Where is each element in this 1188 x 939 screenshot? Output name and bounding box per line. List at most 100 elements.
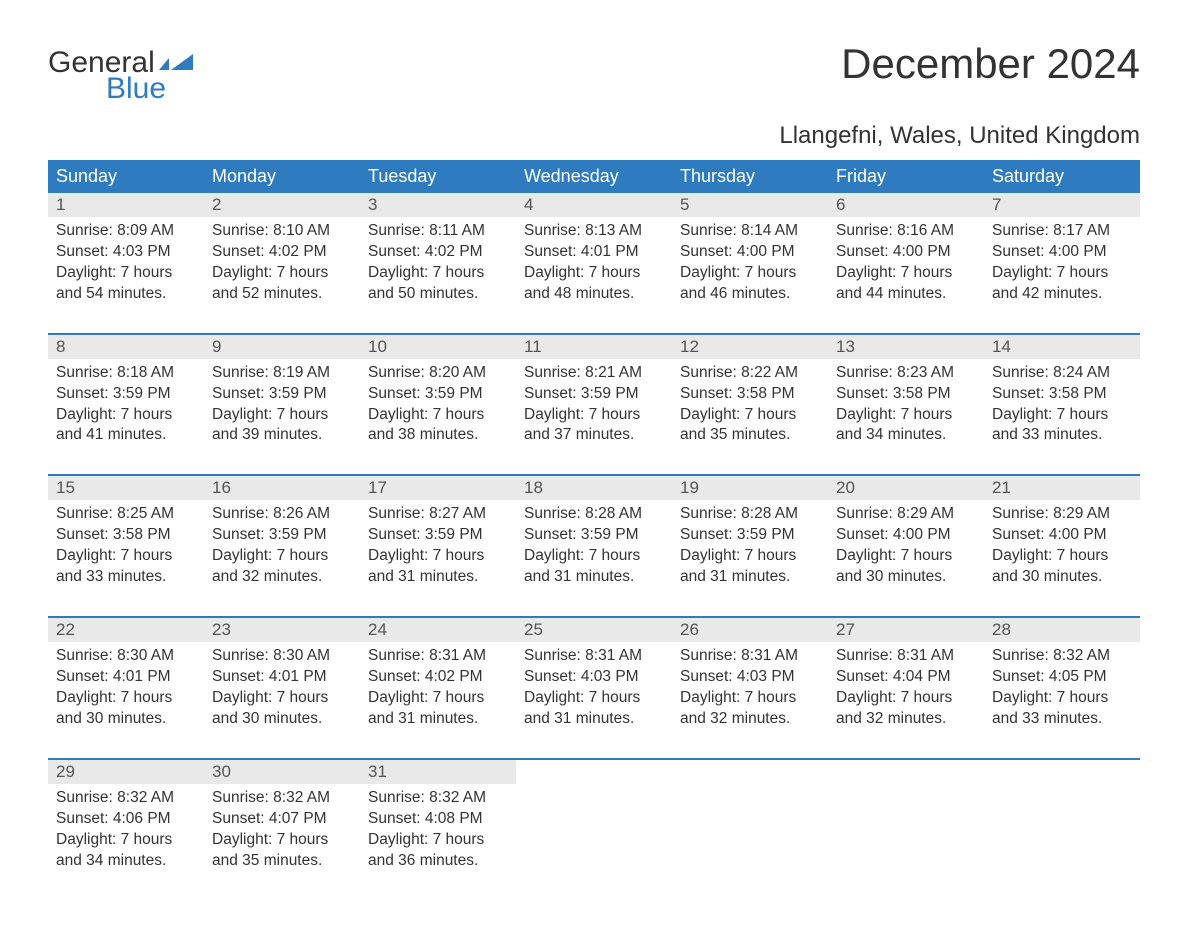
sunset-line: Sunset: 3:59 PM [368,384,508,405]
sunrise-line: Sunrise: 8:13 AM [524,221,664,242]
calendar-week-row: 29 Sunrise: 8:32 AMSunset: 4:06 PM Dayligh… [48,759,1140,900]
day-info: Sunrise: 8:18 AMSunset: 3:59 PMDaylight:… [48,359,204,447]
sunrise-line: Sunrise: 8:21 AM [524,363,664,384]
day-info: Sunrise: 8:27 AMSunset: 3:59 PMDaylight:… [360,500,516,588]
day-info: Sunrise: 8:31 AMSunset: 4:02 PMDaylight:… [360,642,516,730]
sunrise-line: Sunrise: 8:24 AM [992,363,1132,384]
day-info: Sunrise: 8:29 AMSunset: 4:00 PMDaylight:… [828,500,984,588]
daylight-line-2: and 30 minutes. [836,567,976,588]
sunrise-line: Sunrise: 8:19 AM [212,363,352,384]
daylight-line-2: and 34 minutes. [836,425,976,446]
calendar-day-cell [672,759,828,900]
sunrise-line: Sunrise: 8:17 AM [992,221,1132,242]
daylight-line-2: and 33 minutes. [992,425,1132,446]
day-info: Sunrise: 8:24 AMSunset: 3:58 PMDaylight:… [984,359,1140,447]
day-number: 5 [672,193,828,217]
day-info: Sunrise: 8:31 AMSunset: 4:03 PMDaylight:… [516,642,672,730]
day-number: 29 [48,760,204,784]
column-header: Thursday [672,160,828,193]
daylight-line-2: and 31 minutes. [368,709,508,730]
day-number: 28 [984,618,1140,642]
day-info: Sunrise: 8:16 AMSunset: 4:00 PMDaylight:… [828,217,984,305]
day-info: Sunrise: 8:21 AMSunset: 3:59 PMDaylight:… [516,359,672,447]
calendar-day-cell: 5Sunrise: 8:14 AMSunset: 4:00 PMDaylight… [672,193,828,334]
daylight-line-1: Daylight: 7 hours [56,263,196,284]
day-number: 11 [516,335,672,359]
daylight-line-1: Daylight: 7 hours [524,405,664,426]
sunset-line: Sunset: 3:59 PM [680,525,820,546]
sunset-line: Sunset: 4:01 PM [212,667,352,688]
day-number: 30 [204,760,360,784]
sunset-line: Sunset: 4:06 PM [56,809,196,830]
sunset-line: Sunset: 3:58 PM [680,384,820,405]
daylight-line-1: Daylight: 7 hours [212,688,352,709]
calendar-week-row: 15Sunrise: 8:25 AMSunset: 3:58 PMDayligh… [48,475,1140,617]
daylight-line-1: Daylight: 7 hours [836,546,976,567]
day-number: 12 [672,335,828,359]
daylight-line-1: Daylight: 7 hours [368,405,508,426]
sunrise-line: Sunrise: 8:09 AM [56,221,196,242]
day-number: 16 [204,476,360,500]
calendar-day-cell: 20Sunrise: 8:29 AMSunset: 4:00 PMDayligh… [828,475,984,617]
calendar-day-cell: 17Sunrise: 8:27 AMSunset: 3:59 PMDayligh… [360,475,516,617]
daylight-line-2: and 50 minutes. [368,284,508,305]
sunrise-line: Sunrise: 8:30 AM [212,646,352,667]
calendar-table: SundayMondayTuesdayWednesdayThursdayFrid… [48,160,1140,899]
daylight-line-1: Daylight: 7 hours [368,546,508,567]
day-number: 1 [48,193,204,217]
daylight-line-2: and 54 minutes. [56,284,196,305]
daylight-line-2: and 46 minutes. [680,284,820,305]
day-info: Sunrise: 8:31 AMSunset: 4:04 PMDaylight:… [828,642,984,730]
sunrise-line: Sunrise: 8:29 AM [992,504,1132,525]
daylight-line-2: and 31 minutes. [680,567,820,588]
day-number: 31 [360,760,516,784]
day-info: Sunrise: 8:09 AMSunset: 4:03 PMDaylight:… [48,217,204,305]
day-info: Sunrise: 8:32 AMSunset: 4:07 PMDaylight:… [204,784,360,872]
sunrise-line: Sunrise: 8:16 AM [836,221,976,242]
sunset-line: Sunset: 3:58 PM [992,384,1132,405]
daylight-line-2: and 44 minutes. [836,284,976,305]
calendar-week-row: 22Sunrise: 8:30 AMSunset: 4:01 PMDayligh… [48,617,1140,759]
sunrise-line: Sunrise: 8:30 AM [56,646,196,667]
sunrise-line: Sunrise: 8:23 AM [836,363,976,384]
day-number: 4 [516,193,672,217]
day-info: Sunrise: 8:28 AMSunset: 3:59 PMDaylight:… [516,500,672,588]
daylight-line-2: and 33 minutes. [56,567,196,588]
day-info: Sunrise: 8:29 AMSunset: 4:00 PMDaylight:… [984,500,1140,588]
sunset-line: Sunset: 4:03 PM [680,667,820,688]
day-info: Sunrise: 8:28 AMSunset: 3:59 PMDaylight:… [672,500,828,588]
daylight-line-2: and 32 minutes. [836,709,976,730]
sunset-line: Sunset: 4:02 PM [212,242,352,263]
daylight-line-2: and 52 minutes. [212,284,352,305]
calendar-day-cell: 21Sunrise: 8:29 AMSunset: 4:00 PMDayligh… [984,475,1140,617]
calendar-day-cell: 1Sunrise: 8:09 AMSunset: 4:03 PMDaylight… [48,193,204,334]
calendar-day-cell: 23Sunrise: 8:30 AMSunset: 4:01 PMDayligh… [204,617,360,759]
sunrise-line: Sunrise: 8:28 AM [524,504,664,525]
column-header: Tuesday [360,160,516,193]
calendar-day-cell: 14Sunrise: 8:24 AMSunset: 3:58 PMDayligh… [984,334,1140,476]
calendar-day-cell: 19Sunrise: 8:28 AMSunset: 3:59 PMDayligh… [672,475,828,617]
calendar-day-cell [984,759,1140,900]
column-header: Wednesday [516,160,672,193]
calendar-day-cell: 6Sunrise: 8:16 AMSunset: 4:00 PMDaylight… [828,193,984,334]
sunrise-line: Sunrise: 8:14 AM [680,221,820,242]
daylight-line-1: Daylight: 7 hours [992,546,1132,567]
sunrise-line: Sunrise: 8:32 AM [56,788,196,809]
sunset-line: Sunset: 3:58 PM [56,525,196,546]
day-info: Sunrise: 8:31 AMSunset: 4:03 PMDaylight:… [672,642,828,730]
sunrise-line: Sunrise: 8:28 AM [680,504,820,525]
calendar-day-cell: 2Sunrise: 8:10 AMSunset: 4:02 PMDaylight… [204,193,360,334]
sunrise-line: Sunrise: 8:25 AM [56,504,196,525]
day-number: 13 [828,335,984,359]
calendar-day-cell: 31Sunrise: 8:32 AMSunset: 4:08 PMDayligh… [360,759,516,900]
title-block: December 2024 [841,40,1140,88]
day-number: 25 [516,618,672,642]
day-number: 10 [360,335,516,359]
daylight-line-1: Daylight: 7 hours [212,830,352,851]
sunrise-line: Sunrise: 8:22 AM [680,363,820,384]
calendar-day-cell: 7Sunrise: 8:17 AMSunset: 4:00 PMDaylight… [984,193,1140,334]
daylight-line-1: Daylight: 7 hours [212,263,352,284]
sunset-line: Sunset: 4:05 PM [992,667,1132,688]
day-number: 17 [360,476,516,500]
day-number: 27 [828,618,984,642]
